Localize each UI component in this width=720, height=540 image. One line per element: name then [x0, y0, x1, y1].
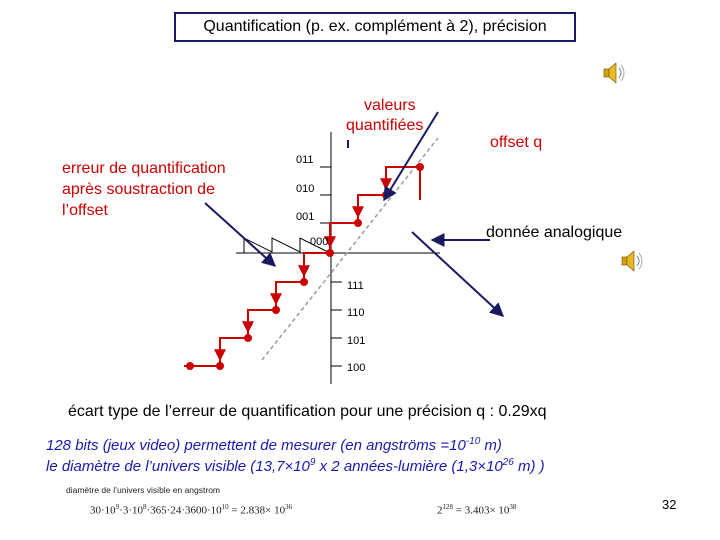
diameter-caption: diamètre de l’univers visible en angstro… — [66, 485, 221, 495]
f1-e1: 9 — [115, 503, 120, 511]
quantization-error-label: erreur de quantification après soustract… — [62, 158, 226, 221]
analog-data-label: donnée analogique — [486, 224, 623, 241]
pointer-arrows — [204, 111, 505, 317]
f2-a: 2 — [437, 504, 443, 517]
f2-e2: 38 — [509, 503, 517, 511]
bits-statement-line2: le diamètre de l’univers visible (13,7×1… — [46, 457, 545, 475]
quantized-values-label: valeurs quantifiées — [346, 96, 423, 136]
bits2-text-b: 13,7×10 — [255, 458, 310, 475]
page-number: 32 — [662, 497, 677, 512]
bits2-text-d: m) ) — [513, 458, 545, 475]
bits-exp: -10 — [465, 436, 481, 447]
analog-reference-line — [261, 137, 439, 361]
error-std-statement: écart type de l’erreur de quantification… — [68, 403, 547, 420]
code-001: 001 — [296, 211, 315, 223]
code-000: 000 — [310, 236, 329, 248]
code-101: 101 — [347, 335, 366, 347]
offset-label: offset q — [490, 134, 543, 151]
bits-text-b: m) — [480, 437, 502, 454]
f1-d: = 2.838× 10 — [228, 504, 286, 517]
code-100: 100 — [347, 362, 366, 374]
f2-e1: 128 — [442, 503, 454, 511]
speaker-icon[interactable] — [603, 62, 625, 84]
code-011: 011 — [296, 154, 314, 166]
slide-title-text: Quantification (p. ex. complément à 2), … — [203, 18, 547, 35]
quantized-values-line2: quantifiées — [346, 117, 424, 134]
code-111: 111 — [347, 280, 364, 292]
error-line2: après soustraction de — [62, 181, 215, 198]
diameter-formula: 30·109·3·108·365·24·3600·1010 = 2.838× 1… — [90, 503, 292, 517]
bits2-exp2: 26 — [502, 457, 514, 468]
y-ticks — [320, 166, 342, 367]
power-formula: 2128 = 3.403× 1038 — [437, 503, 516, 517]
bits2-text-a: le diamètre de l’univers visible ( — [46, 458, 256, 475]
code-110: 110 — [347, 307, 365, 319]
error-line1: erreur de quantification — [62, 160, 226, 177]
f1-c: ·365·24·3600·10 — [146, 504, 222, 517]
code-010: 010 — [296, 183, 315, 195]
bits-text-a: 128 bits (jeux video) permettent de mesu… — [46, 437, 466, 454]
speaker-icon[interactable] — [621, 250, 643, 272]
slide-title: Quantification (p. ex. complément à 2), … — [174, 12, 576, 42]
f1-a: 30·10 — [90, 504, 116, 517]
f1-e3: 10 — [221, 503, 229, 511]
f1-b: ·3·10 — [119, 504, 143, 517]
f1-e4: 36 — [285, 503, 293, 511]
f2-b: = 3.403× 10 — [453, 504, 510, 517]
error-line3: l’offset — [62, 202, 108, 219]
bits2-exp1: 9 — [309, 457, 316, 468]
quantized-values-line1: valeurs — [364, 97, 416, 114]
f1-e2: 8 — [143, 503, 147, 511]
staircase-arrows — [214, 173, 392, 362]
bits-statement-line1: 128 bits (jeux video) permettent de mesu… — [46, 436, 502, 454]
bits2-text-c: x 2 années-lumière (1,3×10 — [315, 458, 503, 475]
